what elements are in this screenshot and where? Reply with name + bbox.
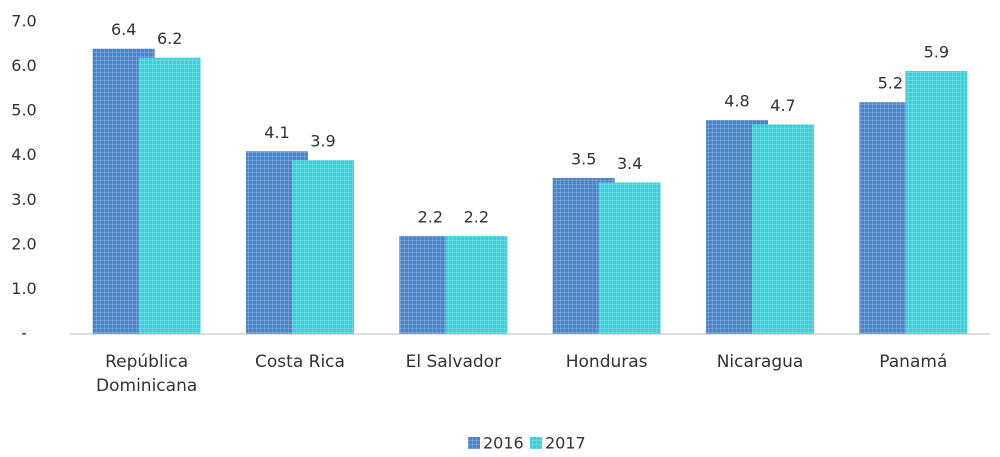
data-label: 4.7	[770, 96, 795, 115]
bar-texture	[138, 57, 201, 335]
x-tick-label: Panamá	[879, 352, 948, 372]
legend-label: 2016	[483, 434, 524, 453]
y-tick-label: 3.0	[11, 190, 36, 209]
data-label: 5.9	[924, 43, 949, 62]
bar-texture	[292, 160, 354, 334]
data-label: 4.1	[264, 123, 289, 142]
data-label: 4.8	[724, 92, 749, 111]
x-tick-label: El Salvador	[405, 352, 502, 372]
data-label: 5.2	[878, 74, 903, 93]
y-tick-label: 7.0	[11, 12, 36, 31]
legend-swatch-texture	[468, 437, 480, 449]
y-tick-label: 4.0	[11, 145, 36, 164]
x-tick-label: Costa Rica	[255, 352, 345, 372]
y-tick-label: -	[21, 324, 27, 343]
y-tick-label: 2.0	[11, 234, 36, 253]
data-label: 3.9	[310, 132, 335, 151]
x-tick-label: República Dominicana	[96, 352, 198, 396]
bar-texture	[598, 182, 661, 334]
data-label: 6.4	[111, 20, 136, 39]
bar-texture	[445, 235, 508, 334]
data-label: 2.2	[418, 207, 443, 226]
bar-texture	[905, 71, 968, 335]
y-tick-label: 6.0	[11, 56, 36, 75]
bar-texture	[752, 124, 814, 334]
x-tick-label: Honduras	[565, 352, 648, 372]
legend-label: 2017	[545, 434, 586, 453]
data-label: 3.5	[571, 150, 596, 169]
legend-swatch-texture	[530, 437, 542, 449]
data-label: 6.2	[157, 29, 182, 48]
data-label: 3.4	[617, 154, 642, 173]
x-tick-label: Nicaragua	[716, 352, 804, 372]
y-tick-label: 1.0	[11, 279, 36, 298]
y-tick-label: 5.0	[11, 101, 36, 120]
data-label: 2.2	[464, 207, 489, 226]
